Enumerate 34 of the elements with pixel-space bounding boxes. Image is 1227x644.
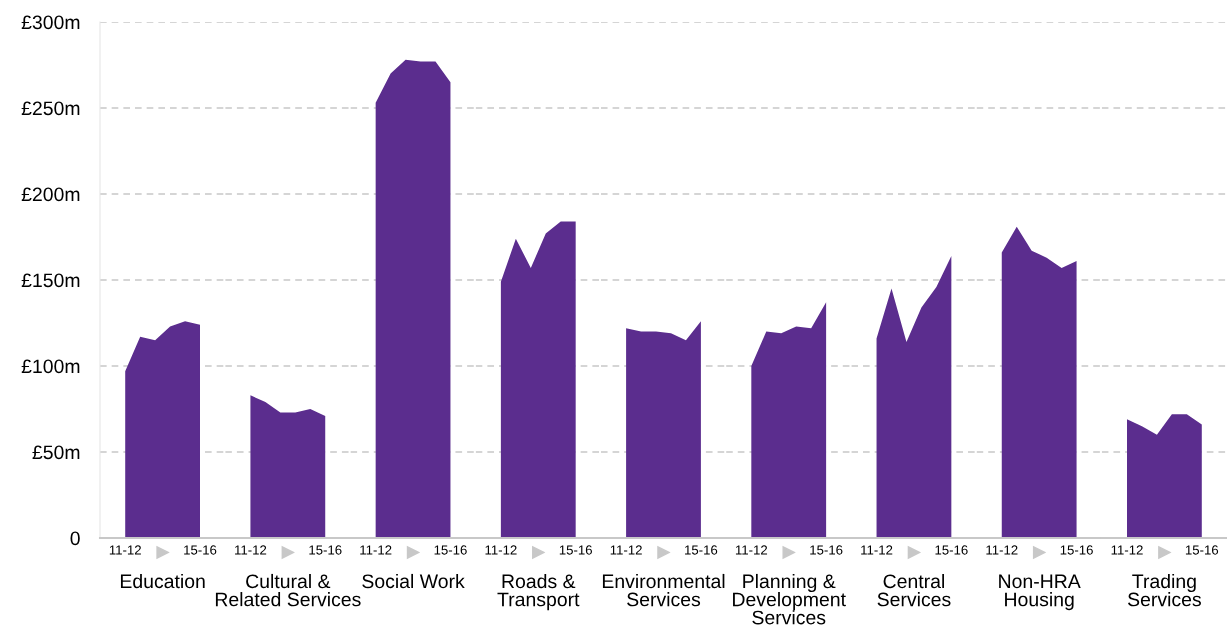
x-tick-label: 11-12	[485, 545, 517, 555]
y-tick-label: £100m	[21, 359, 80, 374]
x-axis-title: Cultural & Related Services	[215, 573, 361, 607]
x-tick-label: 15-16	[810, 545, 843, 555]
x-tick-label: 15-16	[1060, 545, 1093, 555]
x-tick-label: 11-12	[986, 545, 1018, 555]
x-axis-title: Environmental Services	[602, 573, 725, 607]
y-tick-label: 0	[70, 531, 80, 546]
x-tick-label: 15-16	[1185, 545, 1219, 555]
x-tick-label: 15-16	[184, 545, 217, 555]
x-tick-label: 11-12	[1111, 545, 1143, 555]
y-tick-label: £150m	[21, 273, 80, 288]
x-axis-title: Central Services	[877, 573, 951, 607]
x-tick-label: 11-12	[360, 545, 392, 555]
x-tick-label: 11-12	[861, 545, 893, 555]
x-tick-label: 15-16	[434, 545, 467, 555]
x-tick-label: 11-12	[109, 545, 141, 555]
x-tick-label: 15-16	[685, 545, 718, 555]
y-tick-label: £200m	[21, 187, 80, 202]
x-tick-label: 15-16	[559, 545, 592, 555]
x-tick-label: 15-16	[309, 545, 342, 555]
x-axis-title: Roads & Transport	[497, 573, 580, 611]
x-tick-label: 11-12	[235, 545, 267, 555]
x-axis-title: Trading Services	[1127, 573, 1201, 607]
x-axis-title: Non-HRA Housing	[999, 574, 1081, 611]
x-tick-label: 15-16	[935, 545, 968, 555]
y-tick-label: £250m	[21, 101, 80, 116]
x-tick-label: 11-12	[735, 545, 768, 555]
x-axis-title: Social Work	[362, 573, 465, 589]
x-axis-title: Planning & Development Services	[733, 573, 846, 625]
x-axis-title: Education	[120, 573, 205, 589]
y-tick-label: £50m	[32, 445, 80, 460]
y-tick-label: £300m	[21, 15, 80, 30]
x-tick-label: 11-12	[610, 545, 642, 555]
